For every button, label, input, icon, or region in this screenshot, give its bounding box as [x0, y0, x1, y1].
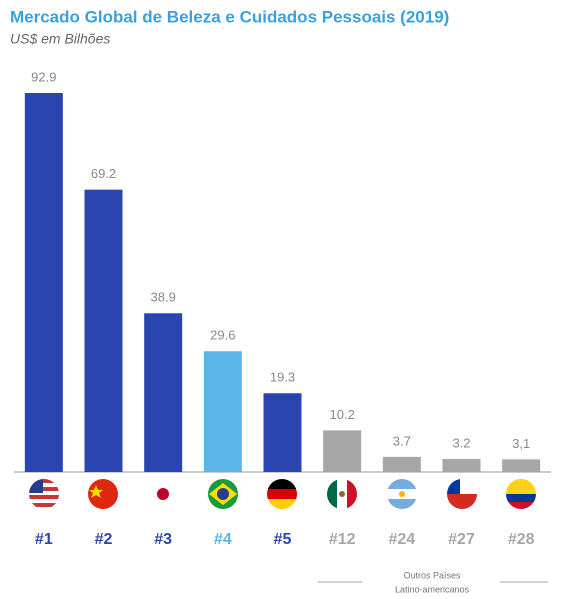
value-label: 29.6: [210, 328, 235, 343]
chart-title: Mercado Global de Beleza e Cuidados Pess…: [10, 7, 449, 26]
x-tick-label: #12: [329, 531, 356, 548]
x-tick-label: #4: [214, 531, 232, 548]
x-tick-label: #1: [35, 531, 53, 548]
x-tick-label: #24: [388, 531, 415, 548]
value-label: 3,1: [512, 436, 530, 451]
x-tick-label: #5: [274, 531, 292, 548]
x-tick-label: #28: [508, 531, 535, 548]
value-label: 10.2: [330, 407, 355, 422]
bar: [323, 430, 362, 472]
bar: [442, 458, 481, 472]
bar: [382, 456, 421, 472]
x-tick-label: #2: [95, 531, 113, 548]
value-label: 3.2: [452, 435, 470, 450]
value-label: 3.7: [393, 433, 411, 448]
bar: [263, 393, 302, 472]
annotation: Latino-americanos: [395, 584, 470, 594]
bar: [144, 313, 183, 472]
value-label: 92.9: [31, 69, 56, 84]
bar: [502, 459, 541, 472]
bar: [203, 351, 242, 472]
value-label: 19.3: [270, 370, 295, 385]
annotation: Outros Países: [403, 570, 461, 580]
flags: [29, 479, 536, 509]
value-label: 69.2: [91, 166, 116, 181]
x-tick-label: #27: [448, 531, 475, 548]
bar: [24, 92, 63, 472]
chart-subtitle: US$ em Bilhões: [10, 31, 110, 47]
x-tick-label: #3: [154, 531, 172, 548]
bar: [84, 189, 123, 472]
value-label: 38.9: [151, 290, 176, 305]
